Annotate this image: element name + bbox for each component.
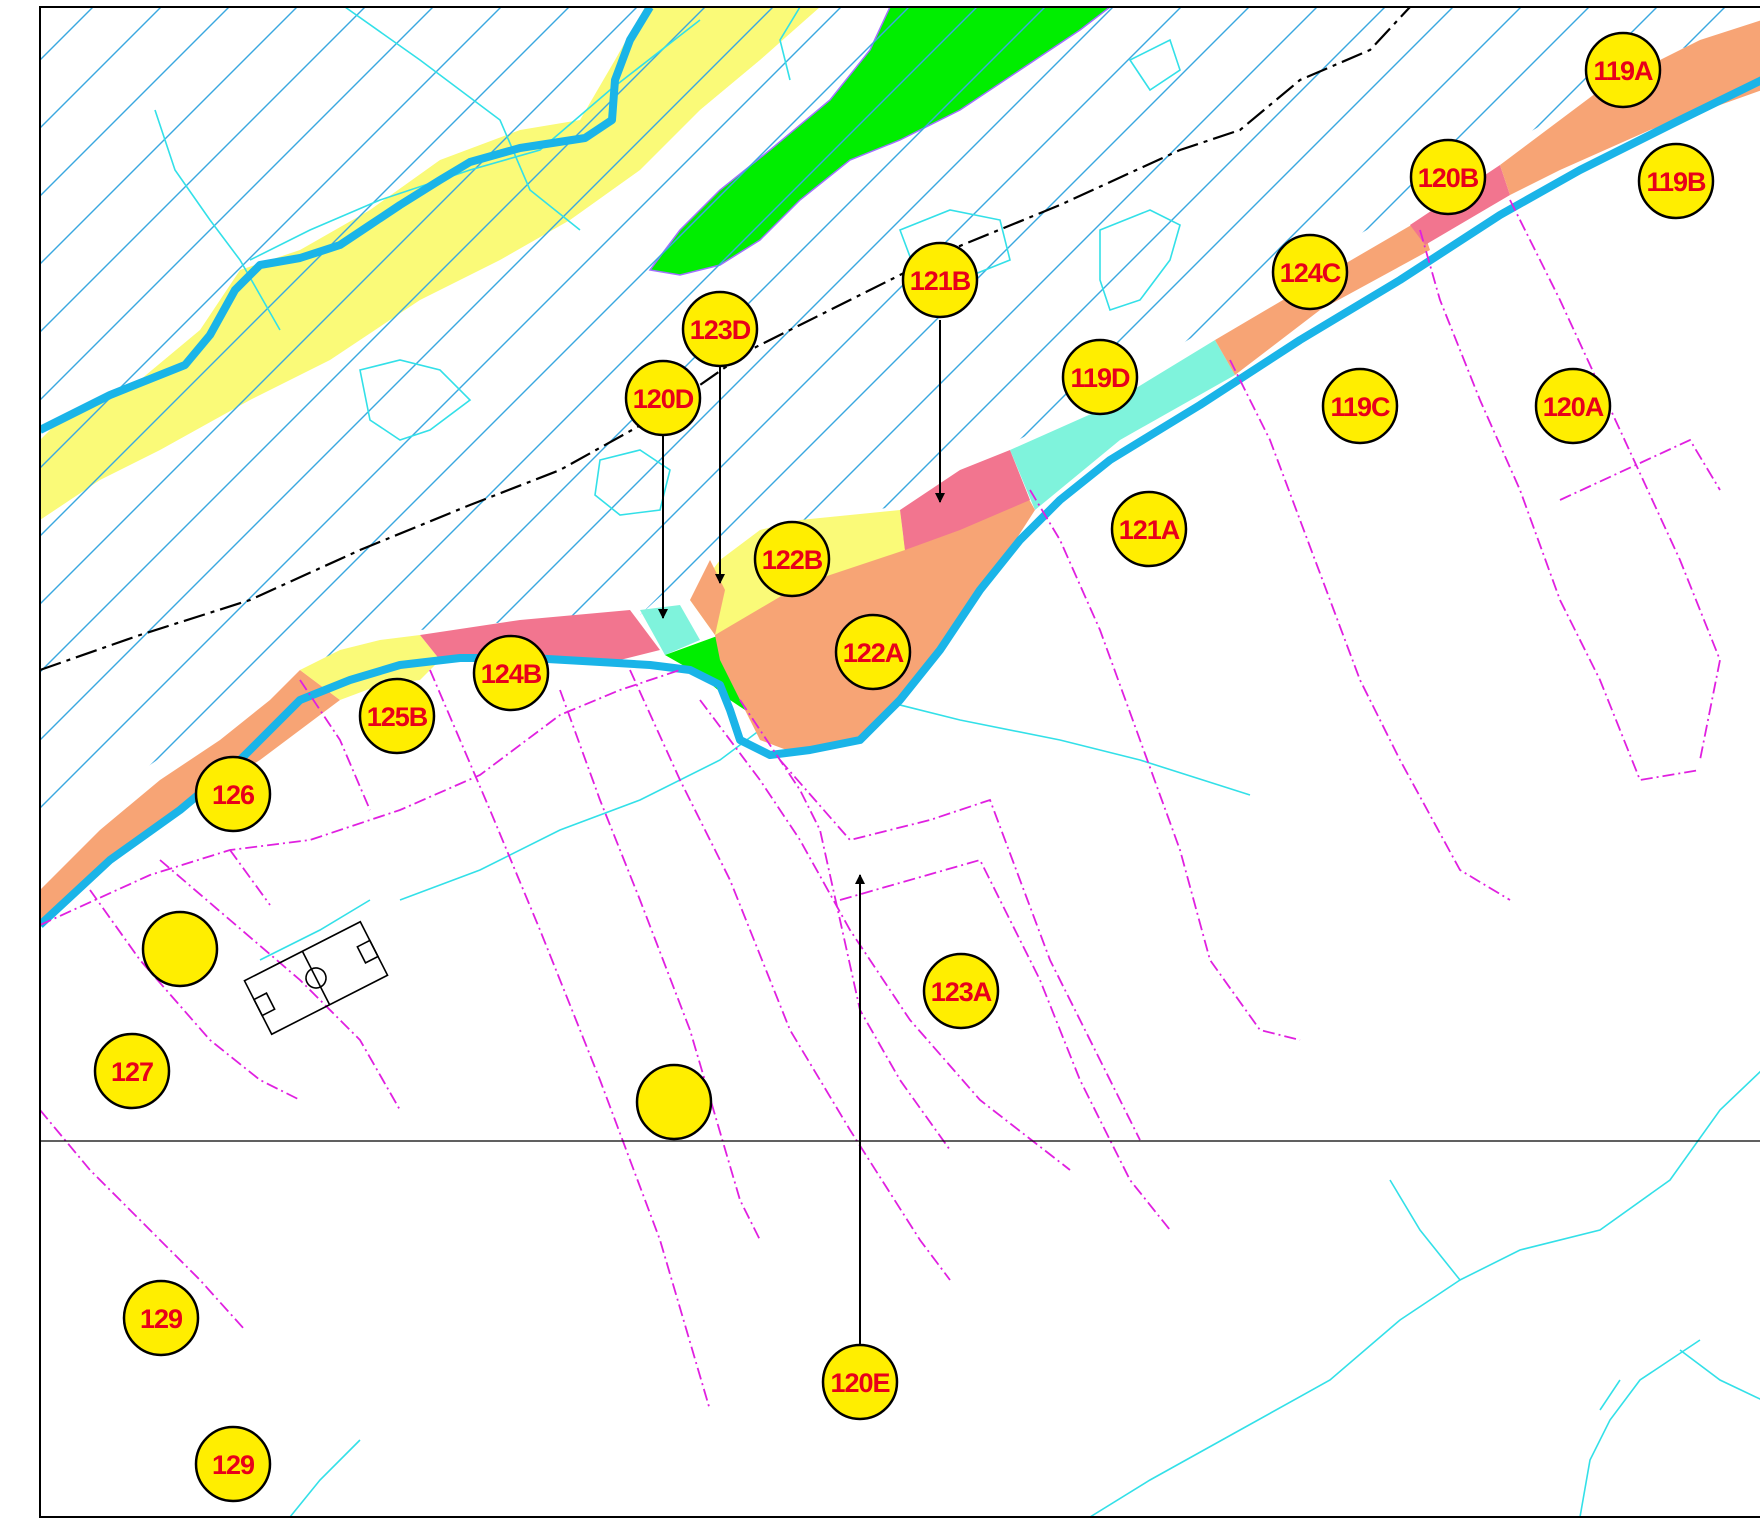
river-upper xyxy=(40,7,654,434)
parcel-marker: 120A xyxy=(1534,367,1612,445)
marker-circle xyxy=(1321,367,1399,445)
parcel-label: 129 xyxy=(212,1450,255,1480)
marker-circle xyxy=(472,634,550,712)
marker-circle xyxy=(1271,233,1349,311)
parcel-label: 120A xyxy=(1543,392,1604,422)
marker-circle xyxy=(1110,490,1188,568)
marker-circle xyxy=(194,1425,272,1503)
football-field-icon xyxy=(243,920,389,1036)
aqua-patch-120D xyxy=(640,605,700,655)
parcel-marker: 125B xyxy=(358,677,436,755)
parcel-marker: 121B xyxy=(901,241,979,319)
parcel-label: 122B xyxy=(762,545,823,575)
parcel-label: 124C xyxy=(1280,258,1341,288)
parcel-marker: 119D xyxy=(1061,338,1139,416)
marker-circle xyxy=(194,755,272,833)
marker-circle xyxy=(753,520,831,598)
parcel-markers: 119A 120B 119B 124C 121B 123D 120D 119D 119C 120A… xyxy=(93,31,1715,1503)
parcel-label: 119A xyxy=(1593,56,1653,86)
hatched-area xyxy=(40,7,1760,850)
parcel-marker: 127 xyxy=(93,1032,171,1110)
marker-circle xyxy=(141,910,219,988)
marker-circle xyxy=(681,290,759,368)
marker-circle xyxy=(1584,31,1662,109)
orange-strip-119A xyxy=(1500,20,1760,195)
parcel-marker: 120D xyxy=(624,359,702,437)
parcel-marker: 119A xyxy=(1584,31,1662,109)
boundary-line xyxy=(40,7,1411,672)
parcel-marker: 119C xyxy=(1321,367,1399,445)
parcel-marker xyxy=(635,1063,713,1141)
parcel-label: 126 xyxy=(212,780,255,810)
parcel-marker: 126 xyxy=(194,755,272,833)
parcel-marker: 123D xyxy=(681,290,759,368)
marker-circle xyxy=(922,952,1000,1030)
parcel-boundaries xyxy=(40,199,1721,1411)
parcel-label: 120E xyxy=(830,1368,889,1398)
marker-circle xyxy=(93,1032,171,1110)
marker-circle xyxy=(1637,142,1715,220)
orange-zone-122A xyxy=(715,465,1035,755)
marker-circle xyxy=(901,241,979,319)
parcel-marker: 129 xyxy=(122,1279,200,1357)
map-frame xyxy=(39,6,1760,1518)
parcel-marker: 120E xyxy=(821,1343,899,1421)
parcel-label: 120B xyxy=(1418,163,1479,193)
marker-circle xyxy=(624,359,702,437)
pink-strip-121B xyxy=(900,450,1030,550)
parcel-marker: 124C xyxy=(1271,233,1349,311)
parcel-label: 127 xyxy=(111,1057,153,1087)
marker-circle xyxy=(1061,338,1139,416)
marker-circle xyxy=(122,1279,200,1357)
parcel-label: 121A xyxy=(1119,515,1180,545)
yellow-zone-upper xyxy=(40,7,820,520)
aqua-strip-119D xyxy=(1010,340,1235,510)
parcel-marker: 124B xyxy=(472,634,550,712)
stream-network xyxy=(154,7,1760,1517)
pink-strip-124B xyxy=(420,610,660,660)
parcel-label: 123A xyxy=(931,977,992,1007)
marker-circle xyxy=(1534,367,1612,445)
parcel-label: 121B xyxy=(910,266,971,296)
parcel-label: 125B xyxy=(367,702,428,732)
parcel-marker: 120B xyxy=(1409,138,1487,216)
parcel-marker: 123A xyxy=(922,952,1000,1030)
marker-circle xyxy=(635,1063,713,1141)
parcel-label: 119C xyxy=(1330,392,1390,422)
marker-circle xyxy=(821,1343,899,1421)
parcel-marker: 122A xyxy=(834,613,912,691)
parcel-marker: 129 xyxy=(194,1425,272,1503)
marker-circle xyxy=(1409,138,1487,216)
parcel-label: 119B xyxy=(1646,167,1706,197)
parcel-label: 120D xyxy=(633,384,694,414)
parcel-label: 129 xyxy=(140,1304,183,1334)
parcel-marker: 121A xyxy=(1110,490,1188,568)
river-main xyxy=(40,76,1760,928)
marker-circle xyxy=(358,677,436,755)
parcel-marker: 122B xyxy=(753,520,831,598)
parcel-marker: 119B xyxy=(1637,142,1715,220)
marker-circle xyxy=(834,613,912,691)
parcel-label: 119D xyxy=(1070,363,1130,393)
parcel-label: 122A xyxy=(843,638,904,668)
parcel-label: 123D xyxy=(690,315,751,345)
parcel-marker xyxy=(141,910,219,988)
green-zone-upper xyxy=(648,7,1112,276)
parcel-label: 124B xyxy=(481,659,542,689)
